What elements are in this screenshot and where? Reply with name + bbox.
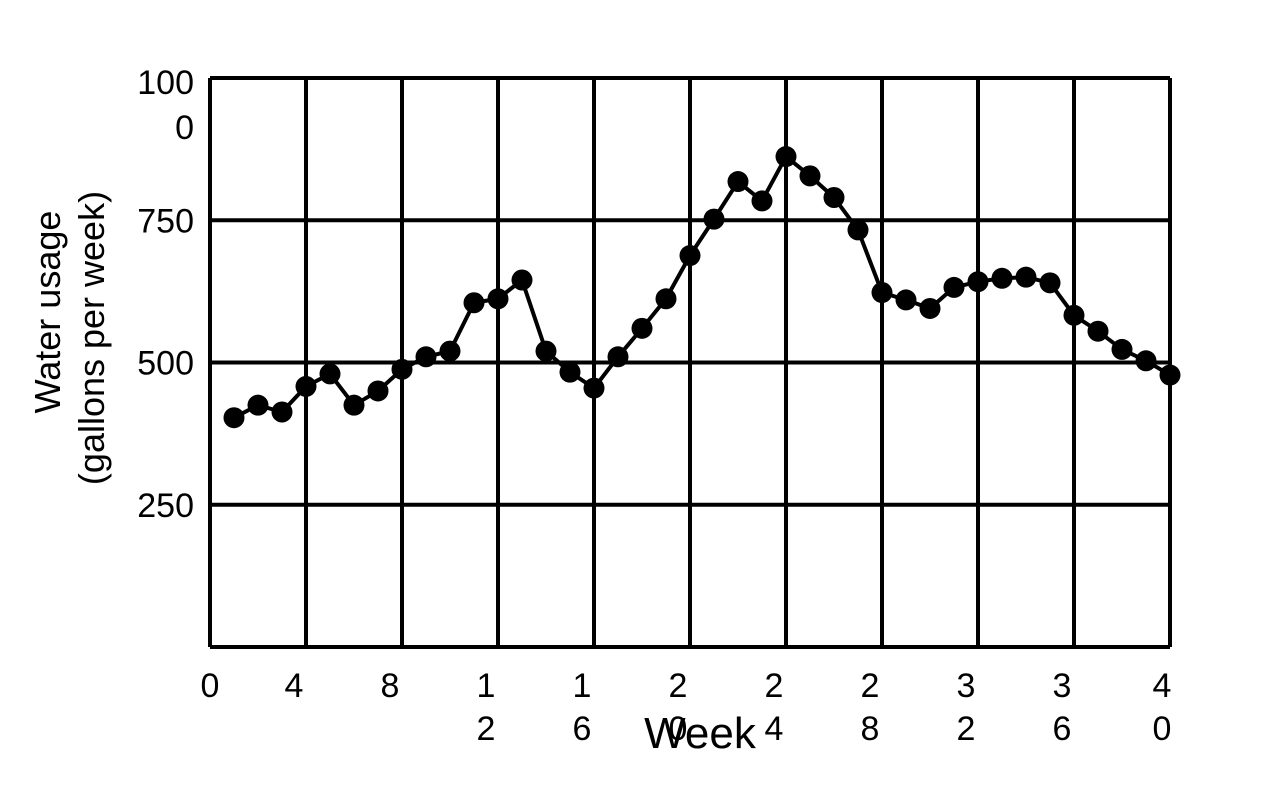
x-tick-label: 0 — [1153, 710, 1172, 748]
data-point — [895, 289, 917, 311]
data-point — [367, 380, 389, 402]
grid — [208, 76, 1172, 649]
x-tick-label: 6 — [573, 710, 592, 748]
data-point — [631, 317, 653, 339]
x-tick-label: 0 — [201, 667, 220, 705]
data-point — [511, 269, 533, 291]
data-point — [727, 171, 749, 193]
data-point — [223, 407, 245, 429]
y-tick-label: 250 — [137, 487, 194, 525]
data-point — [1111, 338, 1133, 360]
data-point — [751, 190, 773, 212]
data-point — [1039, 272, 1061, 294]
data-point — [919, 297, 941, 319]
x-tick-label: 2 — [669, 667, 688, 705]
x-tick-label: 2 — [957, 710, 976, 748]
x-tick-label: 2 — [765, 667, 784, 705]
data-point — [1159, 364, 1181, 386]
data-point — [295, 375, 317, 397]
x-tick-label: 1 — [477, 667, 496, 705]
x-tick-label: 0 — [669, 710, 688, 748]
x-tick-label: 4 — [765, 710, 784, 748]
series-line — [233, 154, 1172, 420]
data-point — [463, 292, 485, 314]
data-point — [775, 146, 797, 168]
data-point — [823, 186, 845, 208]
y-tick-label: 0 — [175, 109, 194, 147]
x-tick-label: 1 — [573, 667, 592, 705]
data-point — [415, 346, 437, 368]
data-point — [799, 165, 821, 187]
y-axis-label-line2: (gallons per week) — [71, 191, 112, 485]
data-point — [703, 208, 725, 230]
data-point — [679, 245, 701, 267]
series-polyline — [233, 154, 1172, 420]
x-tick-label: 2 — [861, 667, 880, 705]
data-point — [871, 282, 893, 304]
data-point — [1015, 266, 1037, 288]
data-point — [343, 394, 365, 416]
data-point — [535, 340, 557, 362]
data-point — [271, 401, 293, 423]
data-point — [1063, 304, 1085, 326]
x-tick-label: 3 — [957, 667, 976, 705]
data-point — [1135, 350, 1157, 372]
data-point — [847, 219, 869, 241]
y-tick-label: 750 — [137, 202, 194, 240]
y-tick-label: 500 — [137, 345, 194, 383]
y-tick-label: 100 — [137, 64, 194, 102]
data-point — [943, 276, 965, 298]
data-point — [607, 346, 629, 368]
x-tick-label: 4 — [1153, 667, 1172, 705]
data-point — [487, 288, 509, 310]
data-point — [319, 363, 341, 385]
data-point — [247, 394, 269, 416]
data-point — [655, 288, 677, 310]
data-point — [559, 361, 581, 383]
data-point — [967, 271, 989, 293]
x-tick-label: 3 — [1053, 667, 1072, 705]
x-axis-label: Week — [644, 709, 757, 758]
data-point — [391, 358, 413, 380]
series-points — [223, 146, 1181, 429]
y-axis-label-line1: Water usage — [27, 211, 68, 414]
data-point — [1087, 320, 1109, 342]
data-point — [439, 340, 461, 362]
x-tick-label: 6 — [1053, 710, 1072, 748]
x-tick-label: 2 — [477, 710, 496, 748]
x-tick-label: 4 — [285, 667, 304, 705]
data-point — [583, 377, 605, 399]
x-tick-label: 8 — [861, 710, 880, 748]
data-point — [991, 267, 1013, 289]
x-tick-label: 8 — [381, 667, 400, 705]
